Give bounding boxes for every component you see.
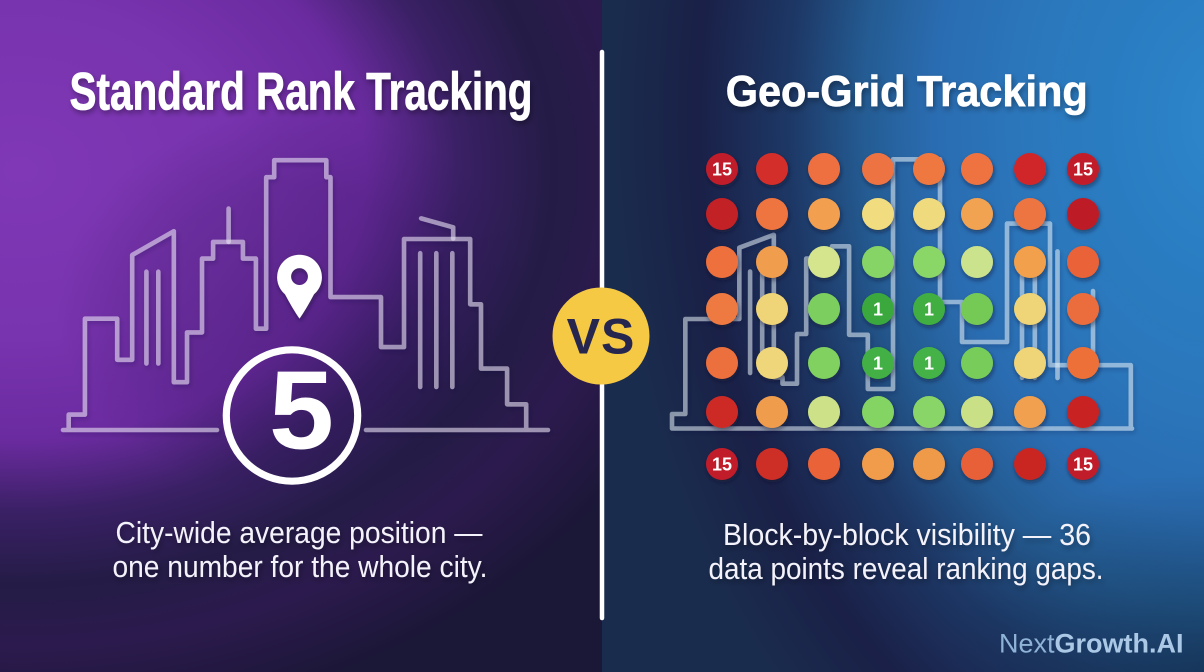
svg-text:1: 1 (924, 353, 934, 373)
svg-text:15: 15 (1073, 454, 1093, 474)
svg-text:one number for the whole city.: one number for the whole city. (113, 549, 488, 584)
svg-text:1: 1 (873, 353, 883, 373)
svg-text:City-wide average position —: City-wide average position — (116, 515, 483, 550)
svg-text:15: 15 (712, 159, 732, 179)
svg-text:5: 5 (269, 349, 334, 473)
svg-text:1: 1 (873, 299, 883, 319)
svg-text:data points reveal ranking gap: data points reveal ranking gaps. (709, 551, 1104, 586)
svg-text:15: 15 (1073, 159, 1093, 179)
svg-text:VS: VS (567, 309, 636, 365)
svg-text:15: 15 (712, 454, 732, 474)
svg-text:Standard Rank Tracking: Standard Rank Tracking (70, 62, 533, 121)
svg-text:Geo-Grid Tracking: Geo-Grid Tracking (726, 67, 1088, 116)
svg-text:1: 1 (924, 299, 934, 319)
svg-text:NextGrowth.AI: NextGrowth.AI (999, 629, 1184, 659)
svg-text:Block-by-block visibility — 36: Block-by-block visibility — 36 (723, 517, 1091, 552)
